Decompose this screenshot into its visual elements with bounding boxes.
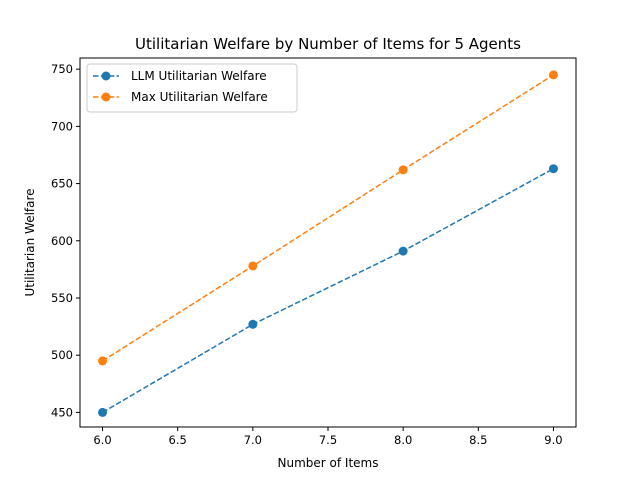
x-tick-label: 8.5 bbox=[469, 433, 487, 447]
y-tick-label: 550 bbox=[51, 291, 73, 305]
x-tick-label: 6.5 bbox=[169, 433, 187, 447]
x-axis: 6.0 6.5 7.0 7.5 8.0 8.5 9.0 bbox=[93, 427, 563, 447]
y-tick-label: 700 bbox=[51, 119, 73, 133]
data-point-series-1 bbox=[398, 246, 408, 256]
legend: LLM Utilitarian Welfare Max Utilitarian W… bbox=[86, 63, 298, 113]
y-axis-label: Utilitarian Welfare bbox=[23, 188, 37, 296]
series-line-2 bbox=[102, 74, 554, 362]
data-point-series-2 bbox=[398, 165, 408, 175]
y-tick-label: 600 bbox=[51, 234, 73, 248]
series-line-1 bbox=[102, 168, 554, 414]
y-tick-label: 500 bbox=[51, 348, 73, 362]
legend-marker-1 bbox=[101, 71, 111, 81]
x-tick-label: 9.0 bbox=[544, 433, 562, 447]
legend-frame bbox=[86, 63, 298, 113]
x-tick-label: 6.0 bbox=[93, 433, 111, 447]
y-tick-label: 750 bbox=[51, 62, 73, 76]
data-point-series-2 bbox=[248, 261, 258, 271]
data-point-series-2 bbox=[98, 356, 108, 366]
data-point-series-1 bbox=[548, 164, 558, 174]
y-tick-label: 450 bbox=[51, 405, 73, 419]
legend-label-2: Max Utilitarian Welfare bbox=[131, 90, 268, 104]
data-point-series-1 bbox=[248, 319, 258, 329]
legend-label-1: LLM Utilitarian Welfare bbox=[131, 69, 267, 83]
y-axis: 450 500 550 600 650 700 750 bbox=[51, 62, 80, 419]
x-tick-label: 7.5 bbox=[319, 433, 337, 447]
x-tick-label: 7.0 bbox=[244, 433, 262, 447]
chart-title: Utilitarian Welfare by Number of Items f… bbox=[135, 35, 521, 53]
y-tick-label: 650 bbox=[51, 177, 73, 191]
data-point-series-2 bbox=[548, 70, 558, 80]
legend-marker-2 bbox=[101, 92, 111, 102]
x-axis-label: Number of Items bbox=[278, 456, 379, 470]
x-tick-label: 8.0 bbox=[394, 433, 412, 447]
plot-frame bbox=[79, 57, 577, 428]
plot-area bbox=[98, 70, 558, 417]
data-point-series-1 bbox=[98, 407, 108, 417]
